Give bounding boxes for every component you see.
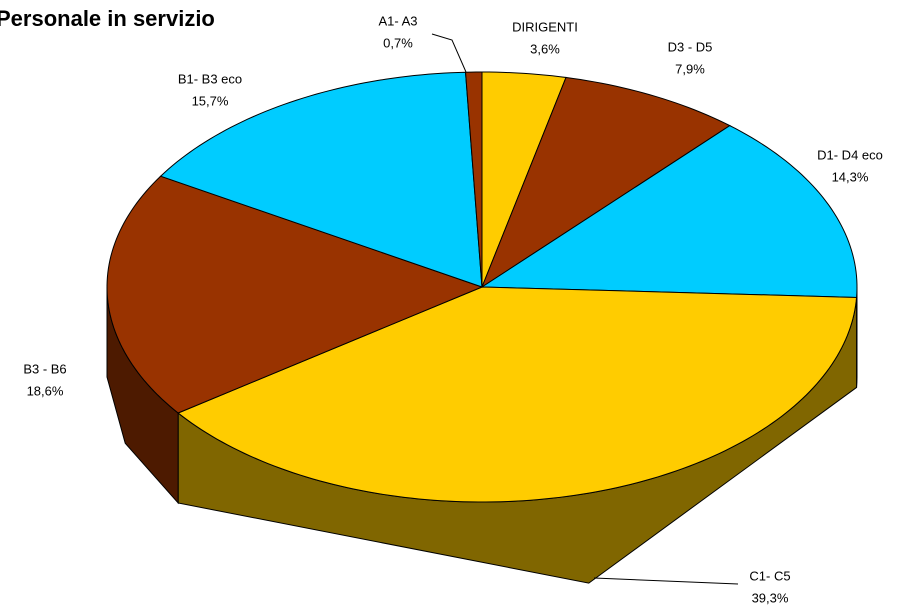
slice-value-label: 0,7%	[383, 35, 413, 50]
slice-label: D1- D4 eco	[817, 147, 883, 162]
pie-slice	[481, 71, 567, 288]
slice-value-label: 15,7%	[192, 93, 229, 108]
pie-slice	[464, 71, 483, 288]
chart-title: Personale in servizio	[0, 6, 215, 31]
slice-value-label: 39,3%	[752, 590, 789, 605]
leader-line	[431, 33, 467, 73]
slice-label: C1- C5	[749, 568, 790, 583]
pie-slice	[480, 125, 858, 298]
pie-slice	[106, 175, 484, 414]
slice-value-label: 14,3%	[832, 169, 869, 184]
slice-label: DIRIGENTI	[512, 19, 578, 34]
slice-label: A1- A3	[378, 13, 417, 28]
pie-slice	[177, 286, 858, 503]
slice-label: D3 - D5	[668, 39, 713, 54]
pie-slice	[159, 71, 483, 288]
slice-value-label: 3,6%	[530, 41, 560, 56]
pie-slice	[480, 76, 731, 289]
slice-label: B1- B3 eco	[178, 71, 242, 86]
leader-line	[593, 577, 739, 585]
slice-value-label: 18,6%	[27, 383, 64, 398]
slice-value-label: 7,9%	[675, 61, 705, 76]
slice-label: B3 - B6	[23, 361, 66, 376]
